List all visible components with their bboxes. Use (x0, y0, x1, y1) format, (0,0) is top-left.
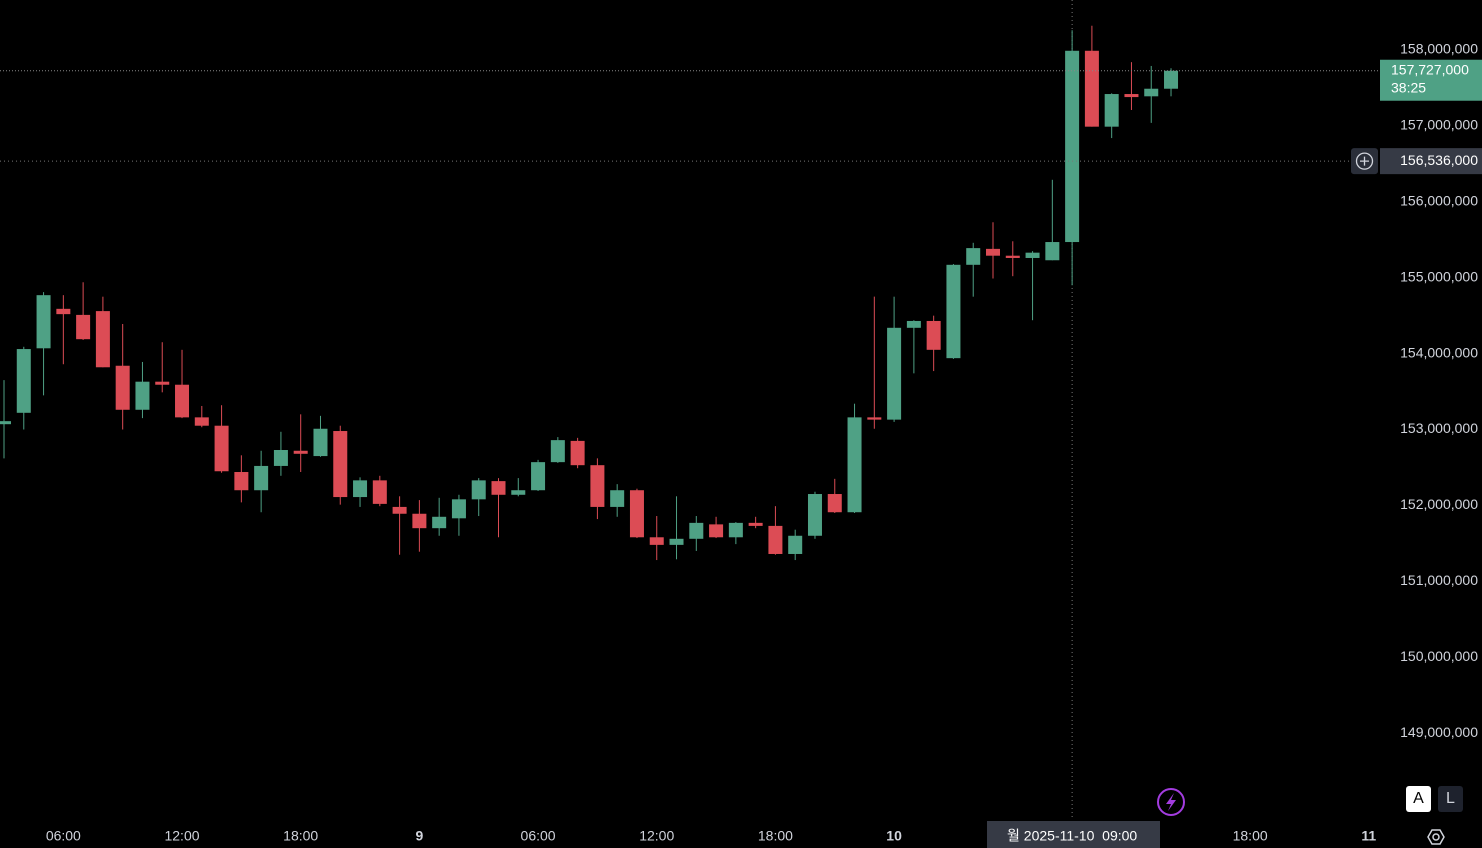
candle-body (1005, 255, 1020, 258)
candle-body (550, 440, 565, 463)
candle-body (1104, 94, 1119, 127)
y-tick-label: 150,000,000 (1400, 648, 1478, 664)
candle-body (511, 490, 526, 495)
log-scale-label: L (1446, 790, 1455, 807)
candle-body (768, 525, 783, 554)
candle-body (135, 381, 150, 410)
x-tick-label: 18:00 (283, 828, 318, 844)
candle-body (906, 320, 921, 328)
last-price-label: 157,727,000 (1391, 61, 1469, 77)
y-tick-label: 151,000,000 (1400, 572, 1478, 588)
crosshair-time-label: 월 2025-11-10 09:00 (1007, 828, 1137, 844)
candle-body (76, 314, 91, 340)
candle-body (254, 465, 269, 491)
candle-body (946, 264, 961, 359)
x-tick-label: 11 (1361, 828, 1376, 844)
crosshair-price-label: 156,536,000 (1400, 152, 1478, 168)
candle-body (748, 522, 763, 526)
candle-body (194, 417, 209, 426)
candle-body (1025, 252, 1040, 258)
candle-body (629, 490, 644, 538)
auto-scale-button[interactable] (1406, 786, 1431, 812)
candle-body (788, 535, 803, 554)
candle-body (847, 417, 862, 513)
candle-body (95, 311, 110, 368)
candle-body (1164, 70, 1179, 89)
y-tick-label: 158,000,000 (1400, 41, 1478, 57)
candle-body (412, 513, 427, 529)
y-tick-label: 156,000,000 (1400, 193, 1478, 209)
candle-body (36, 295, 51, 349)
candle-body (689, 522, 704, 539)
auto-scale-label: A (1413, 790, 1424, 807)
candle-body (966, 248, 981, 265)
candle-body (1084, 50, 1099, 127)
candle-body (867, 417, 882, 420)
countdown-label: 38:25 (1391, 79, 1426, 95)
candle-body (709, 524, 724, 538)
candle-body (1124, 94, 1139, 98)
candle-body (293, 450, 308, 454)
candle-body (451, 499, 466, 519)
candle-body (155, 381, 170, 385)
candle-body (926, 320, 941, 350)
log-scale-button[interactable] (1438, 786, 1463, 812)
candle-body (590, 465, 605, 507)
candle-body (0, 421, 11, 425)
lightning-button[interactable] (1157, 788, 1185, 816)
candle-body (570, 440, 585, 466)
candle-body (471, 480, 486, 500)
y-tick-label: 152,000,000 (1400, 496, 1478, 512)
y-tick-label: 157,000,000 (1400, 117, 1478, 133)
x-tick-label: 10 (886, 828, 902, 844)
candle-body (353, 480, 368, 498)
candle-body (807, 494, 822, 536)
candle-body (175, 384, 190, 418)
candle-body (728, 522, 743, 538)
x-tick-label: 18:00 (1233, 828, 1268, 844)
crosshair-price-tag (1380, 148, 1482, 175)
crosshair-time-tag (987, 821, 1160, 848)
x-tick-label: 9 (415, 828, 423, 844)
y-tick-label: 153,000,000 (1400, 420, 1478, 436)
y-tick-label: 149,000,000 (1400, 724, 1478, 740)
candle-body (610, 490, 625, 507)
candle-body (986, 248, 1000, 256)
y-tick-label: 154,000,000 (1400, 344, 1478, 360)
candle-body (392, 506, 407, 514)
candle-body (1144, 88, 1159, 97)
x-tick-label: 12:00 (639, 828, 674, 844)
candle-body (649, 537, 664, 545)
x-tick-label: 18:00 (758, 828, 793, 844)
settings-icon[interactable] (1427, 829, 1445, 845)
x-tick-label: 12:00 (164, 828, 199, 844)
candle-body (887, 327, 902, 420)
candle-body (273, 449, 288, 466)
candle-body (16, 349, 31, 413)
candle-body (56, 308, 71, 315)
candle-body (115, 365, 130, 410)
candle-body (432, 516, 447, 529)
candle-body (827, 494, 842, 513)
candle-body (669, 538, 684, 545)
candle-body (214, 425, 229, 472)
candle-body (531, 462, 546, 491)
candle-body (1045, 242, 1060, 261)
last-price-tag (1380, 59, 1482, 101)
candle-body (372, 480, 387, 504)
candle-body (491, 481, 506, 495)
candle-body (1065, 50, 1080, 243)
x-tick-label: 06:00 (46, 828, 81, 844)
x-tick-label: 06:00 (521, 828, 556, 844)
crosshair-plus[interactable] (1355, 152, 1374, 170)
candle-body (333, 431, 348, 498)
crosshair-plus-sign[interactable] (1360, 156, 1369, 166)
candle-body (313, 428, 328, 457)
candle-body (234, 472, 249, 491)
y-tick-label: 155,000,000 (1400, 268, 1478, 284)
